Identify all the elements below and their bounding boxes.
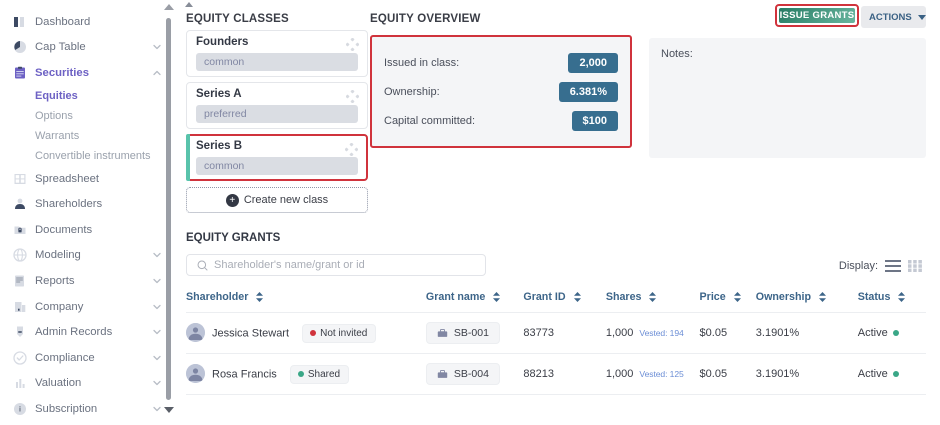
svg-text:i: i xyxy=(19,407,21,414)
